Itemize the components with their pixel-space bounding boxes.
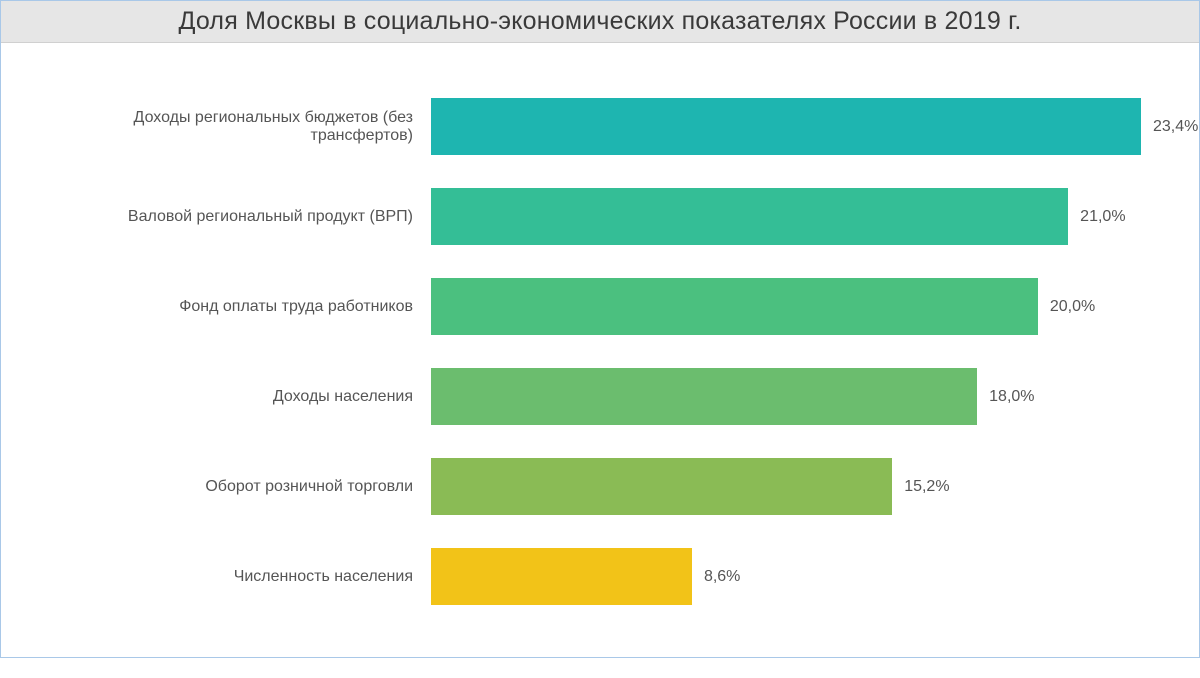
bar-container: 15,2% <box>431 458 1159 515</box>
bar-label: Доходы региональных бюджетов (без трансф… <box>41 109 431 145</box>
bar-label: Фонд оплаты труда работников <box>41 298 431 316</box>
bar-row: Доходы региональных бюджетов (без трансф… <box>41 98 1159 155</box>
bar-rect <box>431 98 1141 155</box>
bar-value-label: 21,0% <box>1080 208 1125 226</box>
bar-value-label: 20,0% <box>1050 298 1095 316</box>
bar-value-label: 23,4% <box>1153 118 1198 136</box>
bar-row: Валовой региональный продукт (ВРП) 21,0% <box>41 188 1159 245</box>
bar-rect <box>431 368 977 425</box>
bar-container: 20,0% <box>431 278 1159 335</box>
bar-container: 23,4% <box>431 98 1198 155</box>
chart-title-bar: Доля Москвы в социально-экономических по… <box>1 1 1199 43</box>
bar-container: 21,0% <box>431 188 1159 245</box>
bar-label: Валовой региональный продукт (ВРП) <box>41 208 431 226</box>
bar-label: Доходы населения <box>41 388 431 406</box>
chart-title: Доля Москвы в социально-экономических по… <box>1 7 1199 36</box>
bar-row: Численность населения 8,6% <box>41 548 1159 605</box>
bar-rect <box>431 548 692 605</box>
chart-plot-area: Доходы региональных бюджетов (без трансф… <box>1 43 1199 678</box>
bar-container: 8,6% <box>431 548 1159 605</box>
bar-container: 18,0% <box>431 368 1159 425</box>
bar-row: Оборот розничной торговли 15,2% <box>41 458 1159 515</box>
bar-rect <box>431 458 892 515</box>
bar-row: Фонд оплаты труда работников 20,0% <box>41 278 1159 335</box>
bar-label: Оборот розничной торговли <box>41 478 431 496</box>
bar-value-label: 18,0% <box>989 388 1034 406</box>
bar-rect <box>431 278 1038 335</box>
bar-value-label: 15,2% <box>904 478 949 496</box>
bar-value-label: 8,6% <box>704 568 740 586</box>
bar-label: Численность населения <box>41 568 431 586</box>
bar-row: Доходы населения 18,0% <box>41 368 1159 425</box>
bar-rect <box>431 188 1068 245</box>
